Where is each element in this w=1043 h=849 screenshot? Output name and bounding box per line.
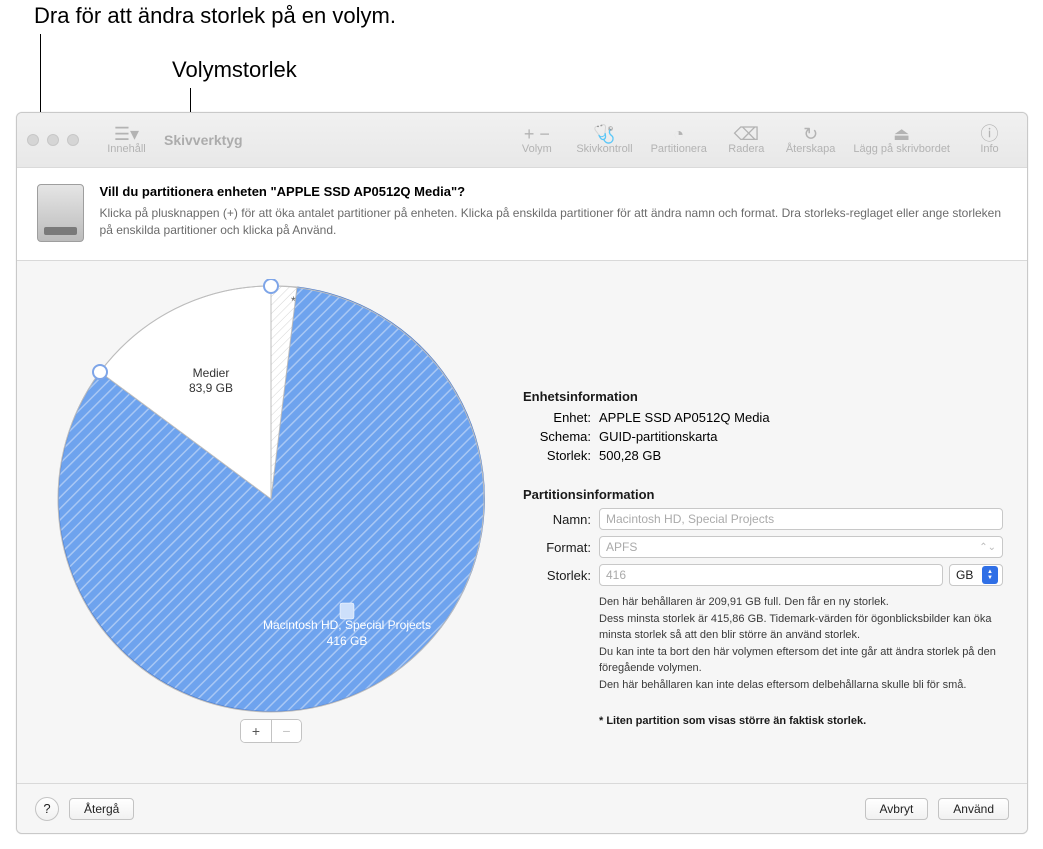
toolbar-firstaid-button[interactable]: 🩺Skivkontroll	[570, 121, 638, 159]
firstaid-icon: 🩺	[593, 125, 615, 143]
disk-icon	[37, 184, 84, 242]
erase-icon: ⌫	[734, 125, 759, 143]
device-label: Storlek:	[521, 448, 591, 463]
help-button[interactable]: ?	[35, 797, 59, 821]
pie-tiny-marker: *	[291, 294, 296, 308]
toolbar-label: Innehåll	[107, 143, 146, 155]
traffic-lights	[27, 134, 79, 146]
partition-footnote: * Liten partition som visas större än fa…	[599, 715, 1003, 727]
toolbar-label: Skivkontroll	[576, 143, 632, 155]
toolbar-label: Lägg på skrivbordet	[853, 143, 950, 155]
minimize-icon[interactable]	[47, 134, 59, 146]
pie-label-medier-size: 83,9 GB	[189, 381, 233, 395]
device-label: Schema:	[521, 429, 591, 444]
toolbar-mount-button[interactable]: ⏏Lägg på skrivbordet	[847, 121, 956, 159]
window-title: Skivverktyg	[164, 132, 243, 148]
cancel-button[interactable]: Avbryt	[865, 798, 929, 820]
apply-button[interactable]: Använd	[938, 798, 1009, 820]
sidebar-icon: ☰▾	[114, 125, 139, 143]
partition-help-text: Den här behållaren är 209,91 GB full. De…	[599, 594, 1003, 693]
sheet-title: Vill du partitionera enheten "APPLE SSD …	[100, 184, 1007, 199]
window-toolbar: ☰▾ Innehåll Skivverktyg + −Volym 🩺Skivko…	[17, 113, 1027, 168]
name-label: Namn:	[521, 512, 591, 527]
info-icon: ⓘ	[981, 125, 999, 143]
toolbar-restore-button[interactable]: ↻Återskapa	[780, 121, 842, 159]
device-value: APPLE SSD AP0512Q Media	[599, 410, 770, 425]
toolbar-erase-button[interactable]: ⌫Radera	[719, 121, 774, 159]
restore-icon: ↻	[803, 125, 818, 143]
toolbar-sidebar-button[interactable]: ☰▾ Innehåll	[99, 121, 154, 159]
format-label: Format:	[521, 540, 591, 555]
pie-label-main-size: 416 GB	[327, 634, 368, 648]
toolbar-info-button[interactable]: ⓘInfo	[962, 121, 1017, 159]
size-field[interactable]	[599, 564, 943, 586]
toolbar-label: Partitionera	[651, 143, 707, 155]
device-value: GUID-partitionskarta	[599, 429, 717, 444]
device-value: 500,28 GB	[599, 448, 661, 463]
device-row: Schema: GUID-partitionskarta	[521, 429, 1003, 444]
revert-button[interactable]: Återgå	[69, 798, 134, 820]
device-row: Enhet: APPLE SSD AP0512Q Media	[521, 410, 1003, 425]
sheet-body: * Medier 83,9 GB Macintosh HD, Special P…	[17, 261, 1027, 780]
partition-icon: ◔	[673, 125, 684, 143]
info-column: Enhetsinformation Enhet: APPLE SSD AP0512…	[521, 279, 1003, 770]
pie-resize-handle[interactable]	[93, 365, 107, 379]
size-unit-select[interactable]: GB ▲▼	[949, 564, 1003, 586]
name-field[interactable]	[599, 508, 1003, 530]
volume-mini-icon	[340, 603, 354, 619]
chevron-updown-icon: ⌃⌄	[979, 542, 996, 553]
remove-partition-button[interactable]: −	[271, 720, 301, 742]
mount-icon: ⏏	[893, 125, 910, 143]
plus-minus-icon: + −	[524, 125, 550, 143]
toolbar-label: Radera	[728, 143, 764, 155]
partition-pie-chart[interactable]: * Medier 83,9 GB Macintosh HD, Special P…	[51, 279, 491, 719]
callout-drag-label: Dra för att ändra storlek på en volym.	[34, 2, 396, 31]
size-label: Storlek:	[521, 568, 591, 583]
toolbar-label: Info	[980, 143, 998, 155]
sheet-header: Vill du partitionera enheten "APPLE SSD …	[17, 168, 1027, 261]
device-info-heading: Enhetsinformation	[523, 389, 1003, 404]
stepper-icon: ▲▼	[982, 566, 998, 584]
size-unit-value: GB	[956, 568, 973, 582]
toolbar-partition-button[interactable]: ◔Partitionera	[645, 121, 713, 159]
toolbar-label: Återskapa	[786, 143, 836, 155]
pie-label-medier-name: Medier	[193, 366, 230, 380]
partition-add-remove: + −	[240, 719, 302, 743]
toolbar-volume-button[interactable]: + −Volym	[509, 121, 564, 159]
format-value: APFS	[606, 540, 637, 554]
sheet-subtitle: Klicka på plusknappen (+) för att öka an…	[100, 205, 1007, 240]
toolbar-label: Volym	[522, 143, 552, 155]
pie-label-main-name: Macintosh HD, Special Projects	[263, 618, 431, 632]
callout-volsize-label: Volymstorlek	[172, 56, 297, 85]
format-select[interactable]: APFS ⌃⌄	[599, 536, 1003, 558]
disk-utility-window: ☰▾ Innehåll Skivverktyg + −Volym 🩺Skivko…	[16, 112, 1028, 834]
maximize-icon[interactable]	[67, 134, 79, 146]
partition-info-heading: Partitionsinformation	[523, 487, 1003, 502]
add-partition-button[interactable]: +	[241, 720, 271, 742]
partition-pie-wrap: * Medier 83,9 GB Macintosh HD, Special P…	[41, 279, 501, 770]
sheet-footer: ? Återgå Avbryt Använd	[17, 783, 1027, 833]
device-label: Enhet:	[521, 410, 591, 425]
pie-resize-handle[interactable]	[264, 279, 278, 293]
device-row: Storlek: 500,28 GB	[521, 448, 1003, 463]
close-icon[interactable]	[27, 134, 39, 146]
